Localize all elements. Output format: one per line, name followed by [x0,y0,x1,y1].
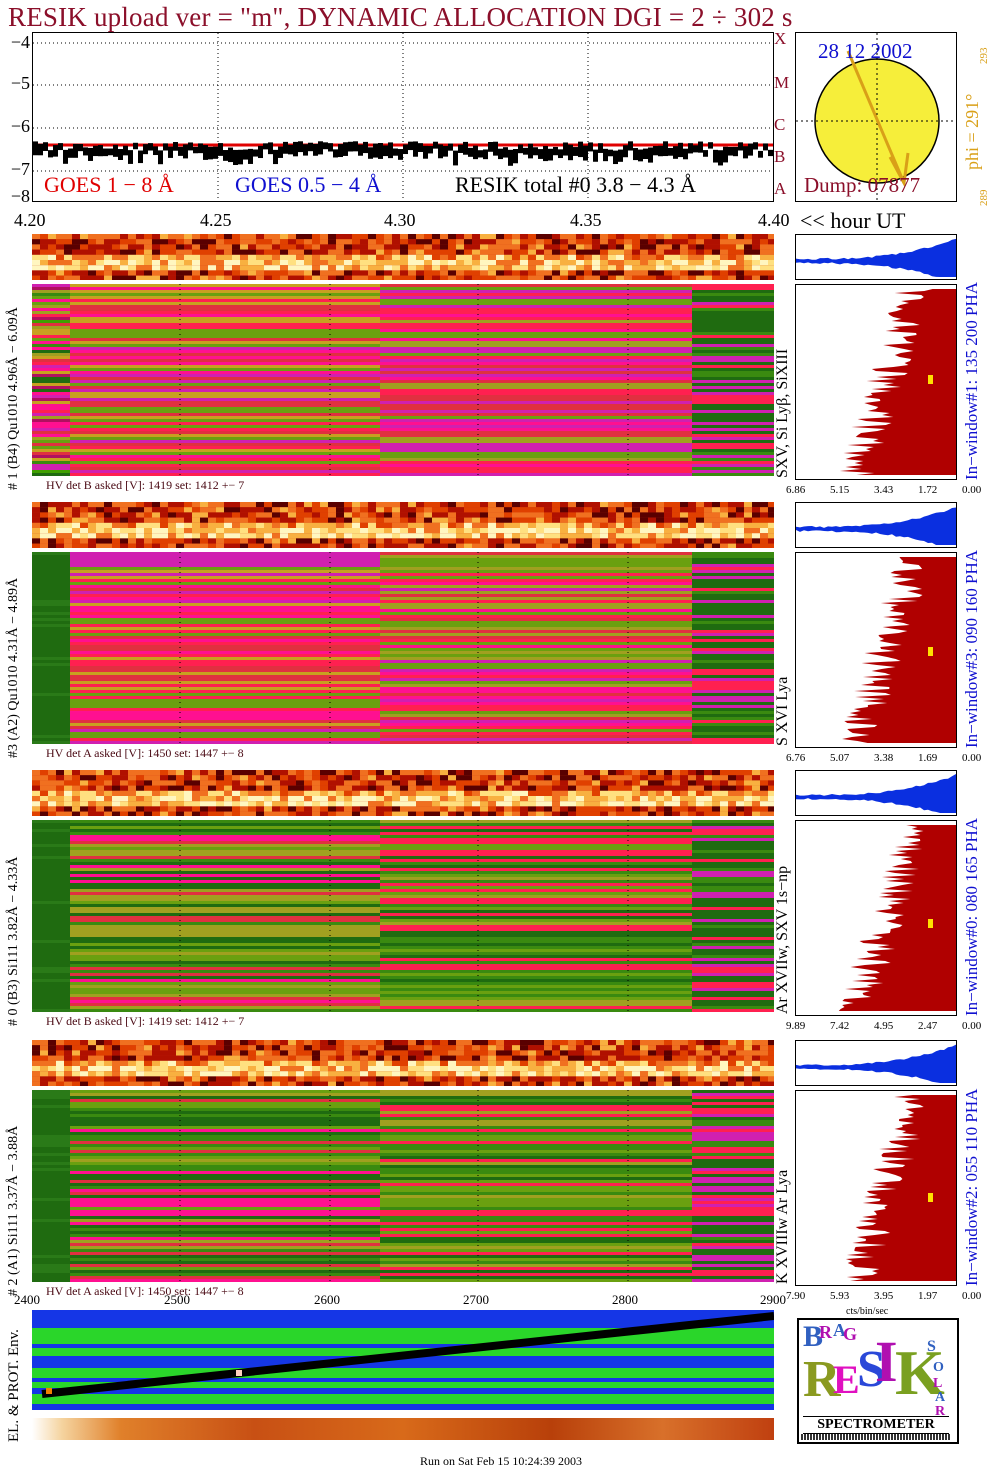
histogram-tick-label: 5.07 [830,752,850,764]
channel-red-histogram [795,552,957,748]
histogram-tick-label: 0.00 [962,1020,982,1032]
channel-line-label: S XVI Lya [774,676,791,746]
ytick-label: −7 [10,159,30,179]
histogram-tick-label: 5.93 [830,1290,850,1302]
observation-date: 28 12 2002 [818,39,913,63]
light-curve-plot [33,33,773,201]
histogram-tick-label: 0.00 [962,484,982,496]
xtick-label: 4.40 [758,210,790,230]
legend-goes-long: GOES 1 − 8 Å [44,172,174,197]
channel-red-histogram [795,1090,957,1286]
dump-number: Dump: 07877 [804,173,921,197]
histogram-tick-label: 1.97 [918,1290,938,1302]
xtick-label: 4.30 [384,210,416,230]
env-label: EL. & PROT. Env. [6,1329,22,1442]
histogram-tick-label: 1.69 [918,752,938,764]
histogram-tick-label: 2.47 [918,1020,938,1032]
sun-panel: 28 12 2002 Dump: 07877 [795,32,957,202]
env-xtick: 2800 [612,1292,638,1307]
channel-red-histogram [795,820,957,1016]
hv-status: HV det A asked [V]: 1450 set: 1447 +− 8 [46,746,244,760]
page-title: RESIK upload ver = "m", DYNAMIC ALLOCATI… [8,2,793,32]
channel-heat-strip [32,1040,774,1086]
phi-label: phi = 291° [962,93,982,170]
histogram-tick-label: 9.89 [786,1020,806,1032]
in-window-label: In−window#1: 135 200 PHA [962,281,981,480]
ytick-label: −5 [10,73,30,93]
channel-spectrogram [32,820,774,1012]
histogram-tick-label: 1.72 [918,484,938,496]
legend-resik: RESIK total #0 3.8 − 4.3 Å [455,172,696,197]
channel-blue-histogram [795,502,957,548]
channel-side-label: # 1 (B4) Qu1010 4.96Å − 6.09Å [6,307,21,490]
ytick-label: −6 [10,116,30,136]
phi-max: 293 [978,47,990,65]
histogram-tick-label: 3.43 [874,484,894,496]
channel-blue-histogram [795,770,957,816]
legend-goes-short: GOES 0.5 − 4 Å [235,172,382,197]
channel-side-label: #3 (A2) Qu1010 4.31Å − 4.89Å [6,577,21,758]
hist-unit: cts/bin/sec [846,1306,889,1317]
xtick-label: 4.20 [14,210,46,230]
phi-min: 289 [978,189,990,207]
in-window-label: In−window#3: 090 160 PHA [962,549,981,748]
channel-heat-strip [32,234,774,280]
channel-line-label: K XVIIIw Ar Lya [774,1169,791,1284]
channel-spectrogram [32,1090,774,1282]
xtick-label: 4.25 [200,210,232,230]
environment-strip [32,1418,774,1440]
histogram-tick-label: 0.00 [962,1290,982,1302]
environment-panel [32,1310,774,1410]
histogram-tick-label: 6.76 [786,752,806,764]
hv-status: HV det A asked [V]: 1450 set: 1447 +− 8 [46,1284,244,1298]
histogram-tick-label: 3.95 [874,1290,894,1302]
histogram-tick-label: 0.00 [962,752,982,764]
env-xtick: 2400 [14,1292,40,1307]
env-xtick: 2600 [314,1292,340,1307]
channel-side-label: # 0 (B3) Si111 3.82Å − 4.33Å [6,856,21,1026]
channel-side-label: # 2 (A1) Si111 3.37Å − 3.88Å [6,1125,21,1296]
channel-line-label: SXV, Si Lyβ, SiXIII [774,348,791,478]
x-unit-label: << hour UT [800,208,906,233]
xtick-label: 4.35 [570,210,602,230]
channel-spectrogram [32,284,774,476]
histogram-tick-label: 3.38 [874,752,894,764]
sun-disk [796,33,956,201]
in-window-label: In−window#2: 055 110 PHA [962,1088,981,1286]
ytick-label: −8 [10,186,30,206]
env-xtick: 2500 [164,1292,190,1307]
ytick-label: −4 [10,32,30,52]
channel-blue-histogram [795,1040,957,1086]
hv-status: HV det B asked [V]: 1419 set: 1412 +− 7 [46,1014,245,1028]
channel-red-histogram [795,284,957,480]
env-xtick: 2700 [463,1292,489,1307]
resik-logo: B R A G R E S I K S O L A R SPECTROMETER [797,1318,959,1444]
histogram-tick-label: 4.95 [874,1020,894,1032]
light-curve-panel [32,32,774,202]
histogram-tick-label: 7.90 [786,1290,806,1302]
channel-blue-histogram [795,234,957,280]
run-timestamp: Run on Sat Feb 15 10:24:39 2003 [420,1454,583,1468]
channel-heat-strip [32,770,774,816]
histogram-tick-label: 5.15 [830,484,850,496]
hv-status: HV det B asked [V]: 1419 set: 1412 +− 7 [46,478,245,492]
logo-word: SPECTROMETER [803,1416,949,1434]
histogram-tick-label: 6.86 [786,484,806,496]
channel-spectrogram [32,552,774,744]
channel-heat-strip [32,502,774,548]
in-window-label: In−window#0: 080 165 PHA [962,817,981,1016]
channel-line-label: Ar XVIIw, SXV 1s−np [774,865,791,1014]
histogram-tick-label: 7.42 [830,1020,850,1032]
env-xtick: 2900 [760,1292,786,1307]
